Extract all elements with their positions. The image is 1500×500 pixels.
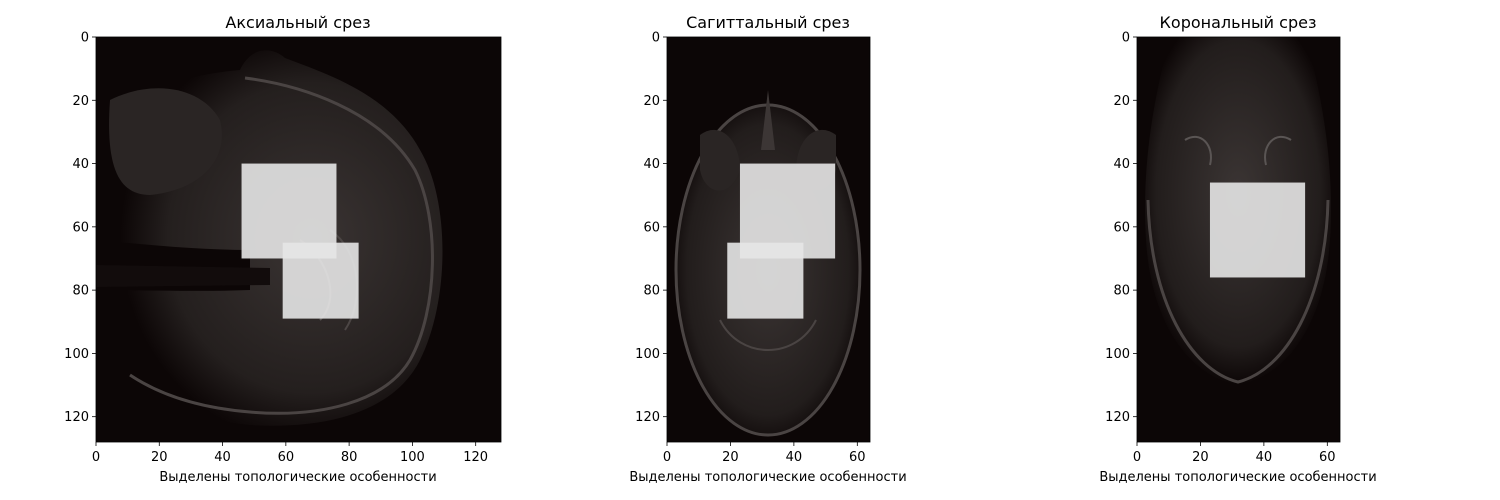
sagittal-y-ticks: 0 20 40 60 80 100 120 xyxy=(635,31,667,425)
axial-x-tick-label: 120 xyxy=(463,450,488,465)
sagittal-title: Сагиттальный срез xyxy=(686,13,850,32)
axial-frame xyxy=(95,36,502,443)
axial-highlight-region-1 xyxy=(282,242,359,319)
sagittal-x-tick-label: 60 xyxy=(849,450,866,465)
coronal-x-tick-label: 60 xyxy=(1319,450,1336,465)
axial-y-ticks: 0 20 40 60 80 100 120 xyxy=(64,31,96,425)
sagittal-y-tick-label: 20 xyxy=(643,94,660,109)
coronal-y-tick-label: 80 xyxy=(1113,284,1130,299)
sagittal-y-tick-label: 120 xyxy=(635,410,660,425)
coronal-y-tick-label: 40 xyxy=(1113,157,1130,172)
sagittal-y-tick-label: 40 xyxy=(643,157,660,172)
coronal-x-ticks: 0 20 40 60 xyxy=(1133,442,1336,465)
axial-y-tick-label: 40 xyxy=(72,157,89,172)
coronal-y-tick-label: 20 xyxy=(1113,94,1130,109)
coronal-frame xyxy=(1136,36,1341,443)
axial-x-tick-label: 60 xyxy=(278,450,295,465)
axial-x-tick-label: 100 xyxy=(400,450,425,465)
coronal-highlight-region-0 xyxy=(1209,182,1306,278)
coronal-highlight-regions xyxy=(1209,182,1306,278)
sagittal-x-tick-label: 40 xyxy=(786,450,803,465)
coronal-xlabel: Выделены топологические особенности xyxy=(1099,470,1376,485)
axial-x-tick-label: 0 xyxy=(92,450,100,465)
sagittal-y-tick-label: 0 xyxy=(652,31,660,46)
axial-y-tick-label: 0 xyxy=(81,31,89,46)
sagittal-y-tick-label: 80 xyxy=(643,284,660,299)
sagittal-panel: Сагиттальный срез 0 20 40 60 0 20 40 60 80 100 12… xyxy=(629,13,906,485)
coronal-y-tick-label: 100 xyxy=(1105,347,1130,362)
axial-panel: Аксиальный срез 0 20 40 60 80 100 120 0 20 40 60 8… xyxy=(64,13,502,485)
coronal-y-tick-label: 0 xyxy=(1122,31,1130,46)
sagittal-y-tick-label: 100 xyxy=(635,347,660,362)
axial-y-tick-label: 60 xyxy=(72,220,89,235)
coronal-x-tick-label: 20 xyxy=(1192,450,1209,465)
axial-x-tick-label: 20 xyxy=(151,450,168,465)
coronal-x-tick-label: 0 xyxy=(1133,450,1141,465)
axial-y-tick-label: 80 xyxy=(72,284,89,299)
coronal-title: Корональный срез xyxy=(1160,13,1317,32)
axial-y-tick-label: 20 xyxy=(72,94,89,109)
sagittal-x-tick-label: 20 xyxy=(722,450,739,465)
axial-x-ticks: 0 20 40 60 80 100 120 xyxy=(92,442,488,465)
axial-title: Аксиальный срез xyxy=(225,13,370,32)
sagittal-xlabel: Выделены топологические особенности xyxy=(629,470,906,485)
axial-x-tick-label: 80 xyxy=(341,450,358,465)
axial-y-tick-label: 120 xyxy=(64,410,89,425)
sagittal-highlight-regions xyxy=(727,163,836,319)
sagittal-x-tick-label: 0 xyxy=(663,450,671,465)
axial-x-tick-label: 40 xyxy=(214,450,231,465)
coronal-y-tick-label: 60 xyxy=(1113,220,1130,235)
axial-xlabel: Выделены топологические особенности xyxy=(159,470,436,485)
sagittal-highlight-region-1 xyxy=(727,242,804,319)
sagittal-x-ticks: 0 20 40 60 xyxy=(663,442,866,465)
coronal-x-tick-label: 40 xyxy=(1256,450,1273,465)
sagittal-y-tick-label: 60 xyxy=(643,220,660,235)
coronal-panel: Корональный срез 0 20 40 60 0 20 40 60 80 100 120… xyxy=(1099,13,1376,485)
coronal-y-ticks: 0 20 40 60 80 100 120 xyxy=(1105,31,1137,425)
sagittal-image xyxy=(667,37,870,442)
axial-y-tick-label: 100 xyxy=(64,347,89,362)
coronal-y-tick-label: 120 xyxy=(1105,410,1130,425)
axial-highlight-regions xyxy=(241,163,359,319)
sagittal-frame xyxy=(666,36,871,443)
